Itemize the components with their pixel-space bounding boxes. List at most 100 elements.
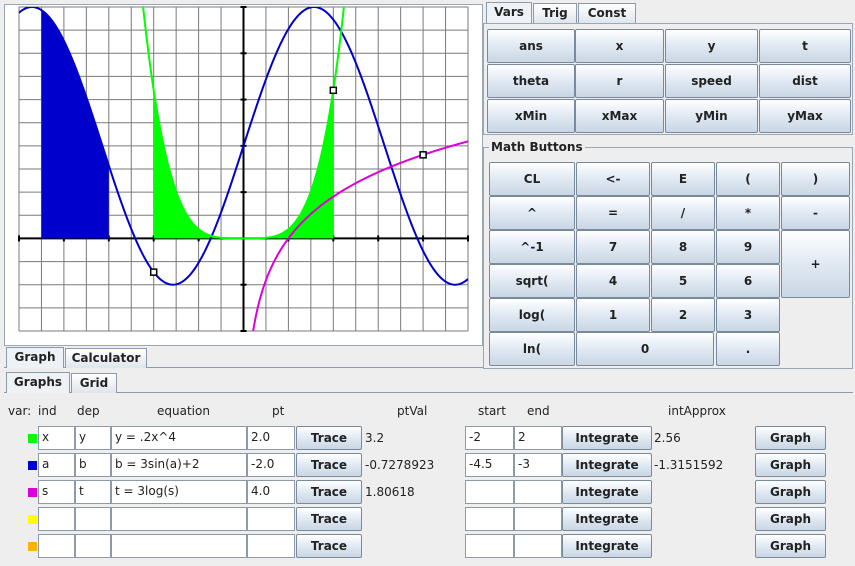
math-button-equals[interactable]: = — [576, 196, 650, 230]
dep-input[interactable] — [75, 534, 111, 558]
var-button-theta[interactable]: theta — [487, 64, 575, 98]
math-button-digit-9[interactable]: 9 — [716, 230, 780, 264]
var-button-xmax[interactable]: xMax — [575, 99, 664, 133]
tab-vars[interactable]: Vars — [486, 2, 532, 23]
math-buttons-title: Math Buttons — [489, 140, 585, 154]
tab-calculator[interactable]: Calculator — [65, 348, 147, 368]
ind-input[interactable]: x — [38, 426, 75, 450]
var-button-t[interactable]: t — [759, 29, 851, 63]
equation-input[interactable]: b = 3sin(a)+2 — [111, 453, 247, 477]
var-button-y[interactable]: y — [665, 29, 758, 63]
dep-input[interactable]: y — [75, 426, 111, 450]
graph-button[interactable]: Graph — [755, 480, 826, 504]
tab-grid[interactable]: Grid — [71, 373, 117, 393]
end-input[interactable]: -3 — [514, 453, 562, 477]
math-button-backspace[interactable]: <- — [576, 162, 650, 196]
math-button-multiply[interactable]: * — [716, 196, 780, 230]
graph-button[interactable]: Graph — [755, 534, 826, 558]
trace-button[interactable]: Trace — [296, 480, 362, 504]
math-button-divide[interactable]: / — [651, 196, 715, 230]
graph-button[interactable]: Graph — [755, 426, 826, 450]
start-input[interactable] — [465, 507, 514, 531]
graph-canvas-frame[interactable] — [4, 4, 483, 346]
ind-input[interactable]: a — [38, 453, 75, 477]
math-button-plus[interactable]: + — [781, 230, 850, 298]
trace-button[interactable]: Trace — [296, 426, 362, 450]
math-button-minus[interactable]: - — [781, 196, 850, 230]
tab-graph[interactable]: Graph — [6, 347, 64, 368]
row-color-swatch[interactable] — [28, 434, 37, 443]
trace-button[interactable]: Trace — [296, 534, 362, 558]
math-button-digit-8[interactable]: 8 — [651, 230, 715, 264]
trace-button[interactable]: Trace — [296, 453, 362, 477]
equation-input[interactable]: y = .2x^4 — [111, 426, 247, 450]
start-input[interactable] — [465, 534, 514, 558]
ind-input[interactable] — [38, 534, 75, 558]
var-button-ymax[interactable]: yMax — [759, 99, 851, 133]
var-button-ans[interactable]: ans — [487, 29, 575, 63]
pt-input[interactable]: 2.0 — [247, 426, 295, 450]
math-button-ln[interactable]: ln( — [489, 332, 575, 366]
var-button-x[interactable]: x — [575, 29, 664, 63]
math-button-inverse[interactable]: ^-1 — [489, 230, 575, 264]
tab-trig[interactable]: Trig — [533, 3, 577, 23]
var-button-xmin[interactable]: xMin — [487, 99, 575, 133]
ind-input[interactable]: s — [38, 480, 75, 504]
graph-plot[interactable] — [5, 5, 482, 345]
end-input[interactable]: 2 — [514, 426, 562, 450]
math-button-clear[interactable]: CL — [489, 162, 575, 196]
dep-input[interactable]: b — [75, 453, 111, 477]
integrate-button[interactable]: Integrate — [562, 534, 652, 558]
tab-const[interactable]: Const — [578, 3, 636, 23]
start-input[interactable]: -4.5 — [465, 453, 514, 477]
math-button-digit-3[interactable]: 3 — [716, 298, 780, 332]
row-color-swatch[interactable] — [28, 461, 37, 470]
math-button-digit-5[interactable]: 5 — [651, 264, 715, 298]
dep-input[interactable]: t — [75, 480, 111, 504]
math-button-digit-4[interactable]: 4 — [576, 264, 650, 298]
math-button-digit-0[interactable]: 0 — [576, 332, 714, 366]
math-button-close-paren[interactable]: ) — [781, 162, 850, 196]
integrate-button[interactable]: Integrate — [562, 507, 652, 531]
var-button-r[interactable]: r — [575, 64, 664, 98]
header-dep: dep — [77, 404, 100, 418]
start-input[interactable]: -2 — [465, 426, 514, 450]
tab-graphs[interactable]: Graphs — [6, 372, 70, 393]
equation-input[interactable]: t = 3log(s) — [111, 480, 247, 504]
row-color-swatch[interactable] — [28, 542, 37, 551]
integrate-button[interactable]: Integrate — [562, 426, 652, 450]
end-input[interactable] — [514, 507, 562, 531]
pt-input[interactable] — [247, 507, 295, 531]
math-button-sqrt[interactable]: sqrt( — [489, 264, 575, 298]
row-color-swatch[interactable] — [28, 488, 37, 497]
ptval-value: -0.7278923 — [365, 458, 435, 472]
equation-input[interactable] — [111, 534, 247, 558]
dep-input[interactable] — [75, 507, 111, 531]
row-color-swatch[interactable] — [28, 515, 37, 524]
math-button-digit-2[interactable]: 2 — [651, 298, 715, 332]
var-button-ymin[interactable]: yMin — [665, 99, 758, 133]
math-button-exponent-e[interactable]: E — [651, 162, 715, 196]
pt-input[interactable]: -2.0 — [247, 453, 295, 477]
math-button-digit-7[interactable]: 7 — [576, 230, 650, 264]
math-button-decimal[interactable]: . — [716, 332, 780, 366]
trace-button[interactable]: Trace — [296, 507, 362, 531]
math-button-open-paren[interactable]: ( — [716, 162, 780, 196]
ind-input[interactable] — [38, 507, 75, 531]
integrate-button[interactable]: Integrate — [562, 453, 652, 477]
math-button-digit-6[interactable]: 6 — [716, 264, 780, 298]
var-button-dist[interactable]: dist — [759, 64, 851, 98]
var-button-speed[interactable]: speed — [665, 64, 758, 98]
start-input[interactable] — [465, 480, 514, 504]
pt-input[interactable]: 4.0 — [247, 480, 295, 504]
end-input[interactable] — [514, 534, 562, 558]
integrate-button[interactable]: Integrate — [562, 480, 652, 504]
math-button-digit-1[interactable]: 1 — [576, 298, 650, 332]
graph-button[interactable]: Graph — [755, 453, 826, 477]
end-input[interactable] — [514, 480, 562, 504]
pt-input[interactable] — [247, 534, 295, 558]
math-button-log[interactable]: log( — [489, 298, 575, 332]
math-button-power[interactable]: ^ — [489, 196, 575, 230]
equation-input[interactable] — [111, 507, 247, 531]
graph-button[interactable]: Graph — [755, 507, 826, 531]
